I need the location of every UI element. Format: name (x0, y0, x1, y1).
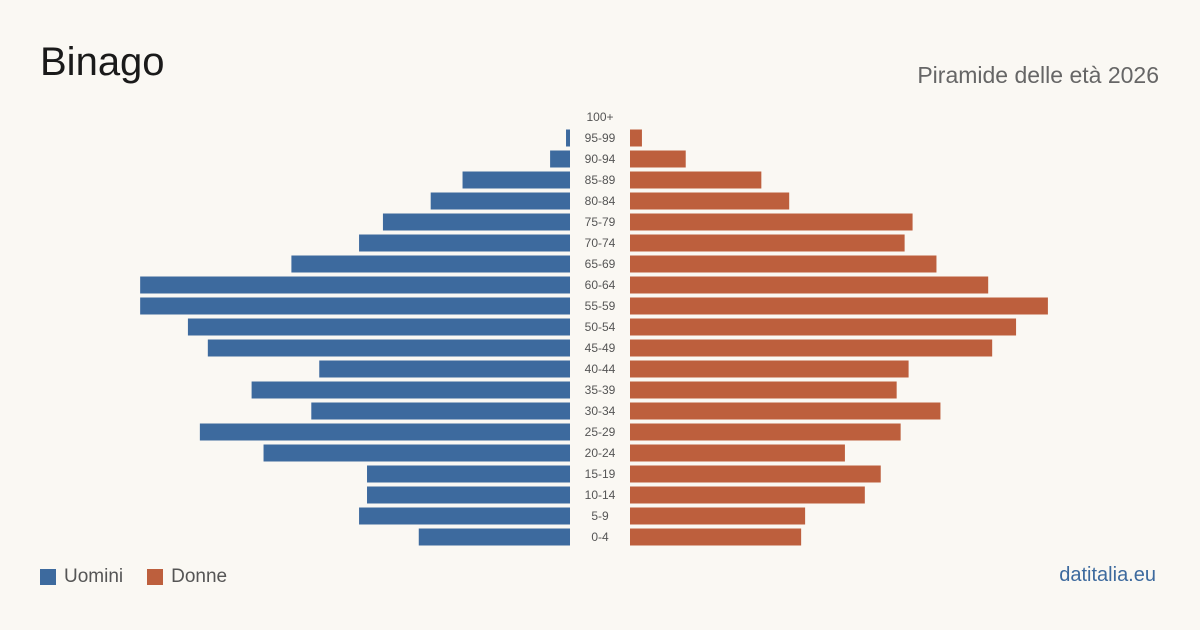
bar-women-95-99 (630, 129, 642, 147)
bar-men-90-94 (550, 150, 570, 168)
bar-women-85-89 (630, 171, 762, 189)
bar-men-75-79 (382, 213, 570, 231)
age-label-15-19: 15-19 (585, 467, 616, 481)
bar-women-75-79 (630, 213, 913, 231)
bar-women-60-64 (630, 276, 989, 294)
age-label-55-59: 55-59 (585, 299, 616, 313)
bar-men-95-99 (566, 129, 570, 147)
legend-label-men: Uomini (64, 566, 124, 587)
age-label-35-39: 35-39 (585, 383, 616, 397)
bar-men-85-89 (462, 171, 570, 189)
bar-women-90-94 (630, 150, 686, 168)
age-label-40-44: 40-44 (585, 362, 616, 376)
bar-men-55-59 (140, 297, 570, 315)
bar-men-60-64 (140, 276, 570, 294)
bar-women-30-34 (630, 402, 941, 420)
bar-men-80-84 (430, 192, 570, 210)
legend-label-women: Donne (171, 566, 228, 587)
bar-men-25-29 (199, 423, 571, 441)
bar-women-55-59 (630, 297, 1048, 315)
age-label-100-plus: 100+ (586, 110, 613, 124)
legend-item-women: Donne (147, 566, 227, 588)
age-label-25-29: 25-29 (585, 425, 616, 439)
age-label-70-74: 70-74 (585, 236, 616, 250)
bar-men-15-19 (367, 465, 570, 483)
bar-men-0-4 (418, 528, 570, 546)
bar-men-70-74 (359, 234, 570, 252)
bar-women-35-39 (630, 381, 897, 399)
bar-men-30-34 (311, 402, 570, 420)
bar-men-20-24 (263, 444, 570, 462)
bar-women-25-29 (630, 423, 901, 441)
bar-women-70-74 (630, 234, 905, 252)
legend-item-men: Uomini (40, 566, 123, 588)
bar-women-0-4 (630, 528, 802, 546)
bar-men-35-39 (251, 381, 570, 399)
legend: Uomini Donne (40, 566, 251, 588)
bar-men-45-49 (207, 339, 570, 357)
bar-women-10-14 (630, 486, 865, 504)
bar-women-45-49 (630, 339, 993, 357)
age-label-30-34: 30-34 (585, 404, 616, 418)
bar-men-50-54 (187, 318, 571, 336)
age-label-80-84: 80-84 (585, 194, 616, 208)
age-label-95-99: 95-99 (585, 131, 616, 145)
age-label-75-79: 75-79 (585, 215, 616, 229)
bar-women-50-54 (630, 318, 1017, 336)
page-title: Binago (40, 40, 165, 84)
bar-men-40-44 (319, 360, 570, 378)
age-label-90-94: 90-94 (585, 152, 616, 166)
bar-men-10-14 (367, 486, 570, 504)
bar-women-80-84 (630, 192, 790, 210)
age-label-10-14: 10-14 (585, 488, 616, 502)
age-label-5-9: 5-9 (591, 509, 609, 523)
age-label-0-4: 0-4 (591, 530, 609, 544)
bar-men-5-9 (359, 507, 570, 525)
age-label-65-69: 65-69 (585, 257, 616, 271)
age-label-85-89: 85-89 (585, 173, 616, 187)
age-label-45-49: 45-49 (585, 341, 616, 355)
age-label-20-24: 20-24 (585, 446, 616, 460)
bar-men-65-69 (291, 255, 570, 273)
legend-swatch-women (147, 569, 164, 585)
age-label-50-54: 50-54 (585, 320, 616, 334)
bar-women-40-44 (630, 360, 909, 378)
bar-women-65-69 (630, 255, 937, 273)
chart-subtitle: Piramide delle età 2026 (917, 62, 1159, 88)
source-link[interactable]: datitalia.eu (1059, 564, 1156, 586)
population-pyramid-chart: 100+ 95-99 90-94 85-89 80-84 75-79 70-74 65-69 6… (140, 110, 1048, 546)
age-label-60-64: 60-64 (585, 278, 616, 292)
bar-women-15-19 (630, 465, 881, 483)
bar-women-20-24 (630, 444, 845, 462)
bar-women-5-9 (630, 507, 806, 525)
legend-swatch-men (40, 569, 56, 585)
